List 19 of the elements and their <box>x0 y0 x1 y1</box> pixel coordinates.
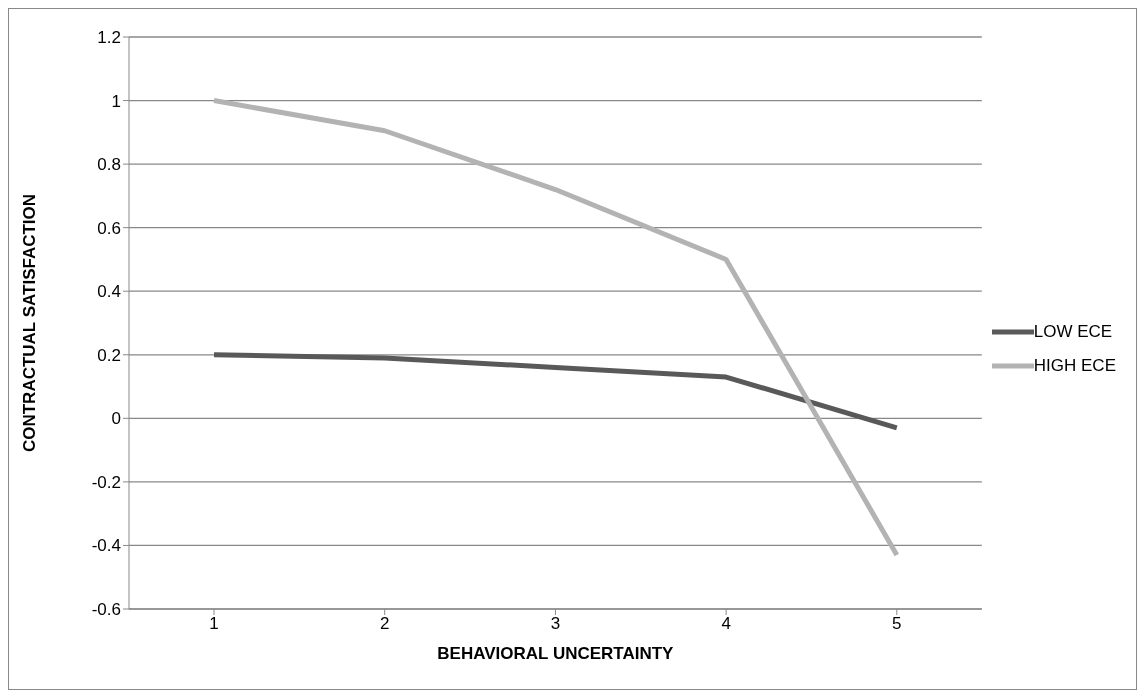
x-tick-label: 4 <box>721 614 731 634</box>
y-tick-label: 0.8 <box>97 155 121 175</box>
y-tick-label: 0.6 <box>97 218 121 238</box>
x-tick-label: 1 <box>209 614 219 634</box>
y-tick-label: 1 <box>111 91 121 111</box>
y-tick-label: 1.2 <box>97 28 121 48</box>
y-tick-label: 0.2 <box>97 345 121 365</box>
y-axis-title: CONTRACTUAL SATISFACTION <box>20 193 40 453</box>
x-axis-title: BEHAVIORAL UNCERTAINTY <box>437 644 675 663</box>
legend-label: HIGH ECE <box>1033 356 1116 376</box>
x-tick-label: 2 <box>379 614 390 634</box>
y-tick-label: -0.6 <box>91 600 121 620</box>
y-tick-label: -0.4 <box>91 536 121 556</box>
y-tick-label: 0.4 <box>97 282 121 302</box>
y-tick-label: -0.2 <box>91 472 121 492</box>
y-tick-label: 0 <box>111 409 121 429</box>
x-tick-label: 5 <box>892 614 902 634</box>
legend-label: LOW ECE <box>1033 322 1113 342</box>
x-tick-label: 3 <box>550 614 561 634</box>
